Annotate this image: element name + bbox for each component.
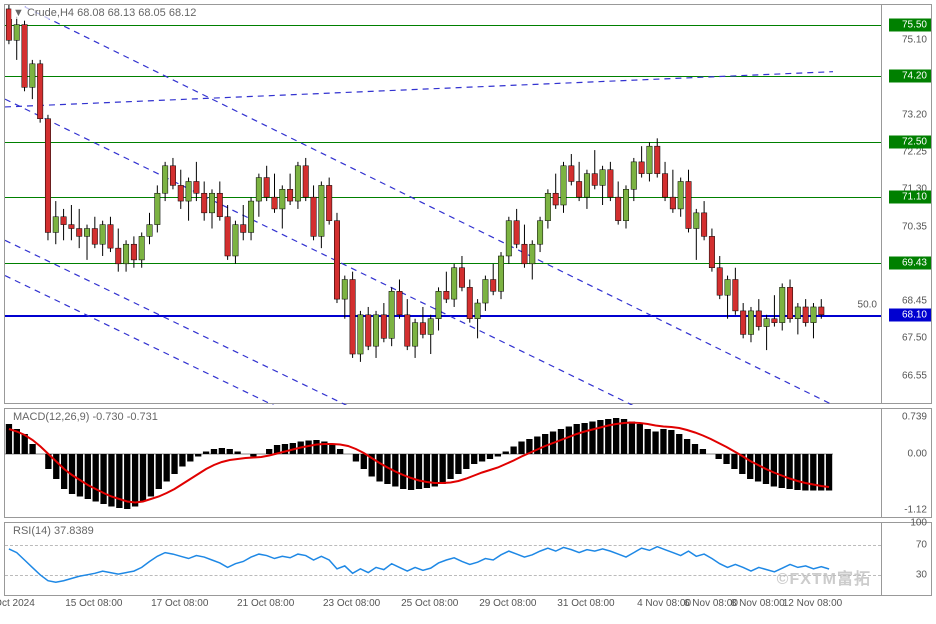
price-ytick: 68.45	[902, 296, 927, 307]
level-tag: 72.50	[889, 136, 931, 149]
rsi-ytick: 70	[916, 540, 927, 551]
xaxis-label: 29 Oct 08:00	[479, 598, 536, 609]
xaxis-label: 8 Nov 08:00	[731, 598, 785, 609]
level-tag: 75.50	[889, 18, 931, 31]
xaxis-label: 31 Oct 08:00	[557, 598, 614, 609]
macd-ytick: -1.12	[904, 505, 927, 516]
xaxis-label: 23 Oct 08:00	[323, 598, 380, 609]
xaxis-label: 21 Oct 08:00	[237, 598, 294, 609]
macd-panel[interactable]: MACD(12,26,9) -0.730 -0.731 -1.12 0.00 0.7…	[4, 408, 932, 518]
macd-svg	[5, 409, 833, 519]
xaxis-label: 11 Oct 2024	[0, 598, 35, 609]
price-ytick: 67.50	[902, 333, 927, 344]
price-ytick: 66.55	[902, 370, 927, 381]
price-ytick: 75.10	[902, 35, 927, 46]
macd-ytick: 0.00	[908, 449, 927, 460]
xaxis-label: 17 Oct 08:00	[151, 598, 208, 609]
xaxis-label: 25 Oct 08:00	[401, 598, 458, 609]
macd-ytick: 0.739	[902, 412, 927, 423]
level-tag: 69.43	[889, 256, 931, 269]
level-tag: 74.20	[889, 69, 931, 82]
price-svg	[5, 5, 833, 405]
rsi-svg	[5, 523, 833, 597]
xaxis-label: 6 Nov 08:00	[684, 598, 738, 609]
xaxis-label: 4 Nov 08:00	[637, 598, 691, 609]
time-axis: 11 Oct 202415 Oct 08:0017 Oct 08:0021 Oc…	[4, 598, 932, 620]
fib-label: 50.0	[858, 299, 877, 310]
level-tag: 71.10	[889, 191, 931, 204]
price-yaxis: 66.5567.5068.4570.3571.3072.2573.2075.10…	[881, 5, 931, 403]
rsi-ytick: 100	[910, 518, 927, 529]
rsi-yaxis: 3070100	[881, 523, 931, 595]
rsi-ytick: 30	[916, 569, 927, 580]
price-ytick: 73.20	[902, 109, 927, 120]
rsi-panel[interactable]: RSI(14) 37.8389 3070100 ©FXTM富拓	[4, 522, 932, 596]
price-title: ▼ Crude,H4 68.08 68.13 68.05 68.12	[11, 7, 198, 19]
xaxis-label: 12 Nov 08:00	[783, 598, 843, 609]
macd-title: MACD(12,26,9) -0.730 -0.731	[11, 411, 160, 423]
xaxis-label: 15 Oct 08:00	[65, 598, 122, 609]
price-ytick: 70.35	[902, 221, 927, 232]
price-chart-panel[interactable]: ▼ Crude,H4 68.08 68.13 68.05 68.12 66.55…	[4, 4, 932, 404]
rsi-title: RSI(14) 37.8389	[11, 525, 96, 537]
macd-yaxis: -1.12 0.00 0.739	[881, 409, 931, 517]
level-tag: 68.10	[889, 308, 931, 321]
